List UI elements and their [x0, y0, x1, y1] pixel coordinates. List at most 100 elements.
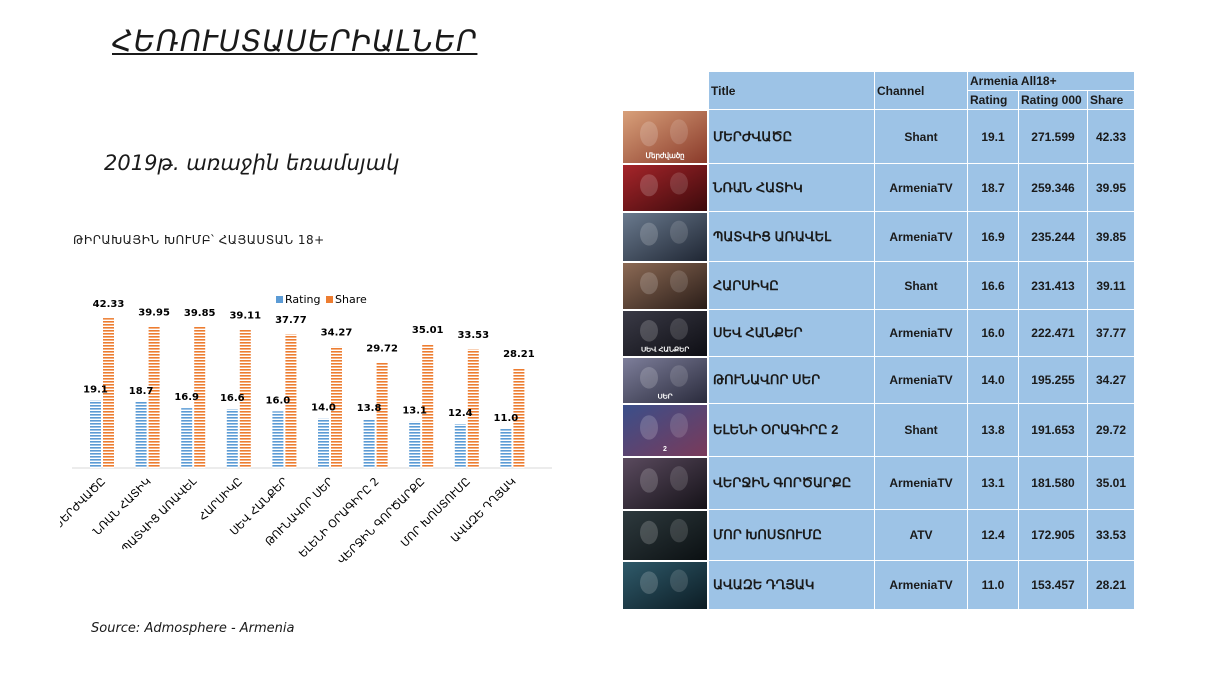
- cell-title: ԱՎԱԶԵ ԴՂՅԱԿ: [708, 560, 875, 610]
- cell-title: ԵԼԵՆԻ ՕՐԱԳԻՐԸ 2: [708, 403, 875, 457]
- bar-share: [331, 346, 342, 468]
- bar-rating: [409, 421, 421, 468]
- data-label-share: 42.33: [93, 299, 125, 310]
- poster-image: [623, 262, 707, 309]
- legend-label-rating: Rating: [285, 293, 320, 306]
- bar-share: [148, 326, 160, 468]
- target-group-label: ԹԻՐԱԽԱՅԻՆ ԽՈՒՄԲ՝ ՀԱՅԱՍՏԱՆ 18+: [73, 233, 325, 247]
- poster-image: [623, 561, 707, 609]
- cell-channel: Shant: [874, 109, 968, 164]
- bar-rating: [181, 408, 193, 468]
- data-label-share: 37.77: [275, 315, 307, 326]
- cell-share: 35.01: [1087, 456, 1135, 510]
- data-label-share: 34.27: [321, 328, 353, 339]
- col-header-share: Share: [1087, 90, 1135, 110]
- ratings-bar-chart: Rating Share 19.142.33ՄԵՐԺՎԱԾԸ18.739.95Ն…: [60, 293, 552, 567]
- show-thumbnail: [622, 163, 709, 212]
- table-row: ՍԵՐ ԹՈՒՆԱՎՈՐ ՍԵՐ ArmeniaTV 14.0 195.255 34.27: [622, 356, 1135, 404]
- cell-channel: ArmeniaTV: [874, 456, 968, 510]
- table-row: ՊԱՏՎԻՑ ԱՌԱՎԵԼ ArmeniaTV 16.9 235.244 39.85: [622, 211, 1135, 262]
- bar-rating: [226, 409, 238, 468]
- col-header-rating000: Rating 000: [1018, 90, 1088, 110]
- data-label-rating: 16.9: [174, 392, 199, 403]
- table-row: ՍԵՎ ՀԱՆՔԵՐ ՍԵՎ ՀԱՆՔԵՐ ArmeniaTV 16.0 222.471…: [622, 309, 1135, 357]
- data-label-share: 28.21: [503, 349, 535, 360]
- cell-title: ԹՈՒՆԱՎՈՐ ՍԵՐ: [708, 356, 875, 404]
- poster-caption: 2: [663, 445, 667, 452]
- bar-share: [376, 362, 388, 468]
- cell-rating: 13.1: [967, 456, 1019, 510]
- cell-rating000: 172.905: [1018, 509, 1088, 561]
- cell-rating000: 231.413: [1018, 261, 1088, 310]
- col-header-title: Title: [708, 71, 875, 110]
- cell-title: ՄԵՐԺՎԱԾԸ: [708, 109, 875, 164]
- cell-channel: ArmeniaTV: [874, 309, 968, 357]
- bar-share: [239, 329, 251, 468]
- data-label-share: 33.53: [457, 330, 489, 341]
- poster-image: ՍԵՐ: [623, 357, 707, 403]
- cell-channel: ATV: [874, 509, 968, 561]
- cell-share: 39.11: [1087, 261, 1135, 310]
- poster-image: [623, 212, 707, 261]
- cell-rating000: 181.580: [1018, 456, 1088, 510]
- poster-image: Մերժվածը: [623, 110, 707, 163]
- cell-rating000: 259.346: [1018, 163, 1088, 212]
- poster-image: [623, 164, 707, 211]
- poster-caption: ՍԵՎ ՀԱՆՔԵՐ: [641, 345, 689, 353]
- cell-rating: 12.4: [967, 509, 1019, 561]
- table-row: Մերժվածը ՄԵՐԺՎԱԾԸ Shant 19.1 271.599 42.33: [622, 109, 1135, 164]
- show-thumbnail: ՍԵՐ: [622, 356, 709, 404]
- cell-rating: 19.1: [967, 109, 1019, 164]
- cell-rating000: 195.255: [1018, 356, 1088, 404]
- page-title: ՀԵՌՈՒՍՏԱՍԵՐԻԱԼՆԵՐ: [112, 24, 478, 58]
- show-thumbnail: [622, 261, 709, 310]
- period-subtitle: 2019թ. առաջին եռամսյակ: [104, 151, 400, 175]
- bar-rating: [318, 418, 329, 468]
- cell-rating000: 191.653: [1018, 403, 1088, 457]
- poster-caption: Մերժվածը: [646, 151, 685, 159]
- cell-share: 39.95: [1087, 163, 1135, 212]
- cell-channel: ArmeniaTV: [874, 211, 968, 262]
- cell-share: 42.33: [1087, 109, 1135, 164]
- col-header-group: Armenia All18+: [967, 71, 1135, 91]
- cell-title: ՆՌԱՆ ՀԱՏԻԿ: [708, 163, 875, 212]
- data-label-rating: 14.0: [311, 402, 336, 413]
- data-label-rating: 16.6: [220, 393, 245, 404]
- poster-image: [623, 457, 707, 509]
- table-row: ՆՌԱՆ ՀԱՏԻԿ ArmeniaTV 18.7 259.346 39.95: [622, 163, 1135, 212]
- data-label-rating: 12.4: [448, 408, 473, 419]
- x-tick-label: ԵԼԵՆԻ ՕՐԱԳԻՐԸ 2: [296, 475, 381, 560]
- cell-title: ՎԵՐՋԻՆ ԳՈՐԾԱՐՔԸ: [708, 456, 875, 510]
- cell-rating: 16.0: [967, 309, 1019, 357]
- cell-title: ՊԱՏՎԻՑ ԱՌԱՎԵԼ: [708, 211, 875, 262]
- legend-swatch-rating: [276, 296, 283, 303]
- bar-share: [513, 368, 525, 468]
- data-label-share: 39.95: [138, 308, 170, 319]
- cell-share: 28.21: [1087, 560, 1135, 610]
- data-label-share: 39.85: [184, 308, 216, 319]
- table-row: ՀԱՐՍԻԿԸ Shant 16.6 231.413 39.11: [622, 261, 1135, 310]
- data-source: Source: Admosphere - Armenia: [91, 621, 295, 636]
- cell-rating: 18.7: [967, 163, 1019, 212]
- cell-rating: 16.9: [967, 211, 1019, 262]
- col-header-channel: Channel: [874, 71, 968, 110]
- cell-rating: 11.0: [967, 560, 1019, 610]
- cell-share: 33.53: [1087, 509, 1135, 561]
- show-thumbnail: [622, 211, 709, 262]
- bar-share: [103, 318, 114, 468]
- cell-title: ՀԱՐՍԻԿԸ: [708, 261, 875, 310]
- show-thumbnail: 2: [622, 403, 709, 457]
- chart-legend: Rating Share: [276, 293, 367, 306]
- data-label-rating: 13.1: [402, 406, 427, 417]
- cell-rating000: 222.471: [1018, 309, 1088, 357]
- cell-channel: ArmeniaTV: [874, 356, 968, 404]
- data-label-share: 29.72: [366, 344, 398, 355]
- cell-share: 29.72: [1087, 403, 1135, 457]
- cell-share: 39.85: [1087, 211, 1135, 262]
- table-row: 2 ԵԼԵՆԻ ՕՐԱԳԻՐԸ 2 Shant 13.8 191.653 29.72: [622, 403, 1135, 457]
- bar-share: [194, 326, 206, 468]
- bar-rating: [135, 401, 147, 468]
- x-tick-label: ՎԵՐՋԻՆ ԳՈՐԾԱՐՔԸ: [335, 475, 427, 567]
- bar-rating: [454, 424, 466, 468]
- bar-share: [467, 349, 479, 468]
